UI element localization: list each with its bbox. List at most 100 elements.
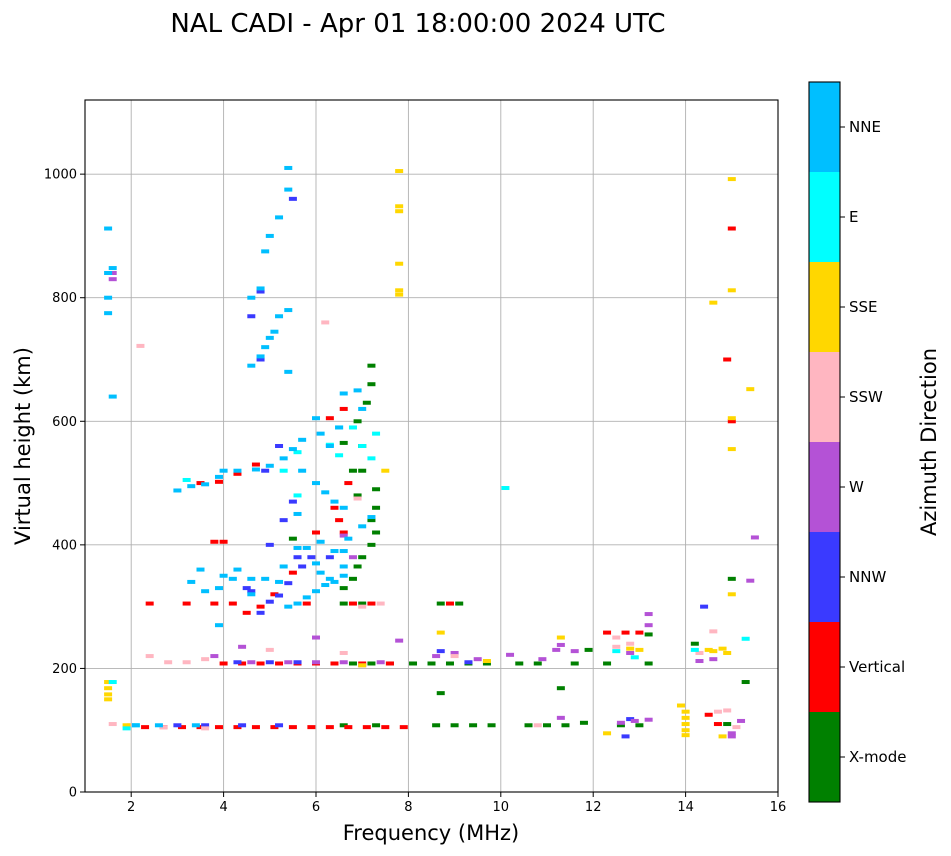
data-point (312, 561, 320, 566)
data-point (543, 723, 551, 728)
data-point (187, 579, 196, 584)
colorbar-tick-label: NNE (849, 118, 881, 136)
data-point (182, 660, 191, 665)
data-point (293, 660, 302, 665)
data-point (718, 646, 727, 651)
data-point (187, 484, 196, 489)
data-point (612, 649, 621, 654)
data-point (746, 387, 755, 392)
data-point (616, 720, 625, 725)
data-point (325, 725, 334, 730)
data-point (219, 661, 228, 666)
data-point (164, 660, 173, 665)
data-point (279, 518, 288, 523)
data-point (395, 638, 404, 643)
data-point (381, 725, 390, 730)
series-nne (104, 165, 376, 728)
data-point (621, 734, 630, 739)
x-tick-label: 8 (404, 800, 412, 815)
data-point (108, 680, 117, 685)
data-point (242, 586, 251, 591)
data-point (339, 586, 348, 591)
data-point (464, 660, 473, 665)
data-point (265, 233, 274, 238)
data-point (145, 654, 154, 659)
data-point (182, 477, 191, 482)
data-point (732, 725, 741, 730)
data-point (104, 311, 113, 316)
data-point (570, 661, 579, 666)
data-point (298, 564, 307, 569)
data-point (261, 345, 270, 350)
data-point (644, 632, 653, 637)
data-point (228, 576, 237, 581)
data-point (358, 604, 367, 609)
data-point (695, 659, 704, 664)
data-point (469, 723, 478, 728)
data-point (556, 686, 565, 691)
data-point (339, 650, 348, 655)
data-point (104, 226, 113, 231)
data-point (233, 660, 242, 665)
data-point (358, 663, 367, 668)
data-point (704, 712, 713, 717)
data-point (104, 686, 113, 691)
data-point (270, 329, 279, 334)
data-point (312, 589, 320, 594)
data-point (270, 725, 279, 730)
data-point (367, 542, 376, 547)
data-point (293, 545, 302, 550)
data-points (104, 165, 759, 739)
data-point (339, 601, 348, 606)
chart-title: NAL CADI - Apr 01 18:00:00 2024 UTC (170, 9, 665, 39)
data-point (630, 718, 639, 723)
data-point (727, 226, 736, 231)
data-point (603, 630, 612, 635)
data-point (219, 573, 228, 578)
data-point (265, 335, 274, 340)
data-point (312, 481, 320, 486)
data-point (312, 635, 320, 640)
data-point (321, 583, 330, 588)
colorbar-segment (809, 262, 840, 352)
data-point (506, 652, 515, 657)
data-point (279, 564, 288, 569)
data-point (108, 277, 117, 282)
data-point (339, 723, 348, 728)
data-point (307, 555, 316, 560)
data-point (288, 196, 297, 201)
data-point (353, 496, 362, 501)
data-point (339, 530, 348, 535)
colorbar-tick-label: SSE (849, 298, 878, 316)
data-point (284, 165, 293, 170)
y-tick-label: 1000 (44, 168, 77, 183)
data-point (630, 655, 639, 660)
y-tick-label: 200 (52, 662, 77, 677)
data-point (219, 539, 228, 544)
data-point (533, 723, 542, 728)
data-point (238, 661, 247, 666)
data-point (247, 314, 256, 319)
data-point (709, 657, 718, 662)
data-point (284, 581, 293, 586)
data-point (395, 288, 404, 293)
data-point (233, 567, 242, 572)
data-point (436, 649, 445, 654)
y-tick-label: 400 (52, 538, 77, 553)
data-point (556, 642, 565, 647)
colorbar-segment (809, 712, 840, 802)
data-point (339, 573, 348, 578)
data-point (348, 425, 357, 430)
data-point (367, 363, 376, 368)
data-point (339, 533, 348, 538)
data-point (247, 660, 256, 665)
data-point (275, 314, 284, 319)
data-point (395, 292, 404, 297)
data-point (339, 564, 348, 569)
data-point (644, 661, 653, 666)
y-tick-label: 800 (52, 291, 77, 306)
colorbar-segment (809, 532, 840, 622)
data-point (709, 300, 718, 305)
data-point (127, 723, 136, 728)
